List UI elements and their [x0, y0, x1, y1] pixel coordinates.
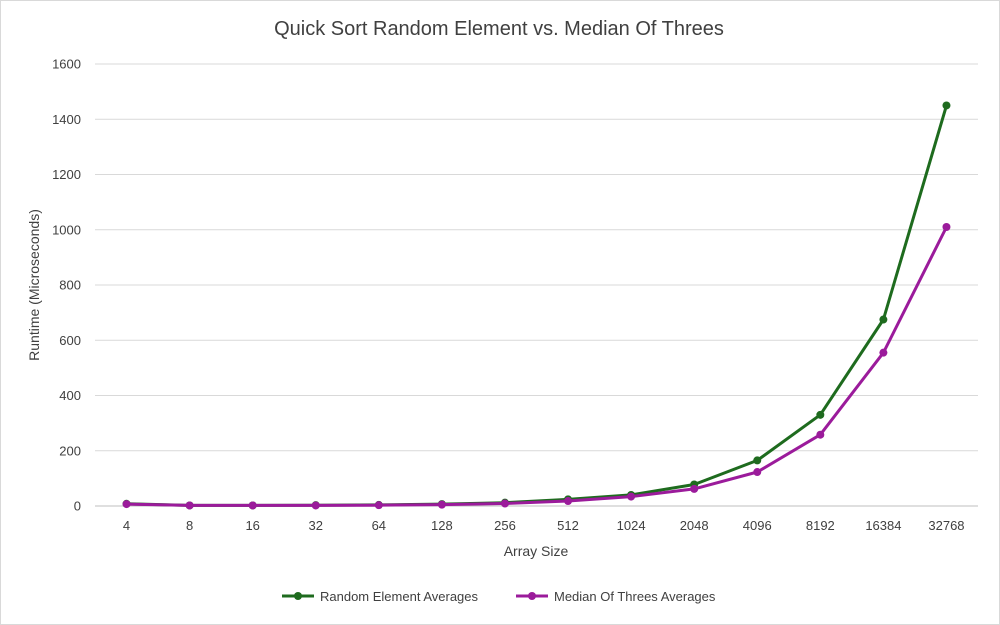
legend-marker-median-of-threes	[528, 592, 536, 600]
legend-marker-random-element	[294, 592, 302, 600]
y-tick-label: 400	[59, 388, 81, 403]
x-tick-label: 4	[123, 518, 130, 533]
series-line	[125, 225, 948, 507]
x-tick-label: 64	[372, 518, 386, 533]
data-point	[122, 500, 131, 509]
legend-item-random-element: Random Element Averages	[282, 589, 479, 604]
x-axis-ticks: 4 8 16 32 64 128 256 512 1024 2048 4096 8192 16384 32…	[123, 518, 965, 533]
data-point	[879, 348, 888, 357]
data-point	[374, 501, 383, 510]
data-point	[564, 497, 573, 506]
legend: Random Element Averages Median Of Threes…	[282, 589, 716, 604]
data-point	[753, 468, 762, 477]
x-tick-label: 32	[309, 518, 323, 533]
x-tick-label: 4096	[743, 518, 772, 533]
series-lines	[122, 101, 951, 510]
y-tick-label: 800	[59, 278, 81, 293]
legend-label-random-element: Random Element Averages	[320, 589, 479, 604]
y-tick-label: 1000	[52, 222, 81, 237]
y-tick-label: 1400	[52, 112, 81, 127]
x-tick-label: 2048	[680, 518, 709, 533]
x-tick-label: 256	[494, 518, 516, 533]
data-point	[816, 430, 825, 439]
x-tick-label: 32768	[928, 518, 964, 533]
series-median-of-threes	[122, 222, 951, 510]
data-point	[500, 499, 509, 508]
series-random-element	[122, 101, 951, 510]
x-tick-label: 16384	[865, 518, 901, 533]
x-tick-label: 8192	[806, 518, 835, 533]
data-point	[942, 101, 951, 110]
data-point	[185, 501, 194, 510]
y-tick-label: 200	[59, 443, 81, 458]
gridlines	[95, 63, 978, 507]
y-tick-label: 0	[74, 499, 81, 514]
data-point	[690, 484, 699, 493]
y-tick-label: 1200	[52, 167, 81, 182]
x-tick-label: 128	[431, 518, 453, 533]
legend-label-median-of-threes: Median Of Threes Averages	[554, 589, 716, 604]
data-point	[311, 501, 320, 510]
x-tick-label: 8	[186, 518, 193, 533]
data-point	[942, 222, 951, 231]
data-point	[816, 410, 825, 419]
x-tick-label: 1024	[617, 518, 646, 533]
data-point	[753, 456, 762, 465]
x-tick-label: 16	[245, 518, 259, 533]
y-tick-label: 600	[59, 333, 81, 348]
legend-item-median-of-threes: Median Of Threes Averages	[516, 589, 716, 604]
y-tick-label: 1600	[52, 57, 81, 72]
y-axis-ticks: 0 200 400 600 800 1000 1200 1400 1600	[52, 57, 81, 514]
y-axis-title: Runtime (Microseconds)	[26, 209, 42, 361]
data-point	[248, 501, 257, 510]
x-axis-title: Array Size	[504, 543, 569, 559]
data-point	[627, 492, 636, 501]
series-line	[125, 103, 948, 507]
chart-title: Quick Sort Random Element vs. Median Of …	[274, 18, 724, 40]
data-point	[437, 500, 446, 509]
data-point	[879, 315, 888, 324]
x-tick-label: 512	[557, 518, 579, 533]
